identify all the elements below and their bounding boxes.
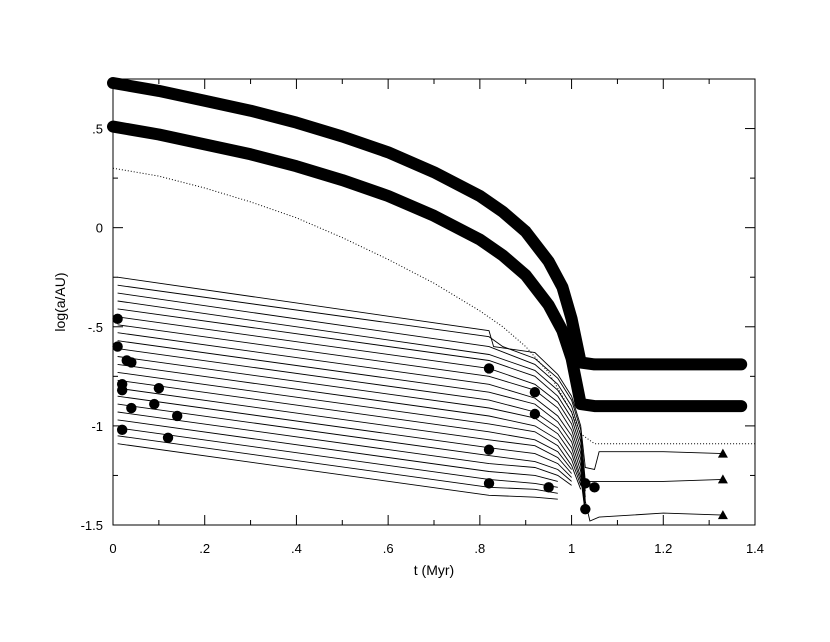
giant-planet-track: [107, 120, 748, 413]
final-marker: [717, 474, 728, 484]
x-tick-label: 0: [109, 541, 116, 556]
giant-planet-track: [107, 77, 748, 371]
collision-marker: [162, 432, 174, 443]
x-tick-label: 1.4: [746, 541, 764, 556]
y-tick-label: -1.5: [81, 518, 103, 533]
embryo-track: [117, 284, 723, 482]
collision-marker: [112, 313, 123, 325]
final-marker: [717, 448, 728, 458]
collision-marker: [580, 478, 591, 489]
embryo-track: [117, 427, 558, 488]
collision-marker: [126, 402, 137, 414]
x-tick-label: .8: [474, 541, 485, 556]
axis-ticks: [112, 78, 756, 526]
embryo-track: [117, 411, 572, 486]
embryo-track: [117, 340, 586, 514]
embryo-track: [117, 276, 723, 471]
collision-marker: [483, 444, 495, 455]
x-tick-label: 1.2: [654, 541, 672, 556]
embryo-track: [117, 443, 558, 500]
embryo-track: [117, 371, 582, 490]
y-tick-label: -1: [91, 419, 103, 434]
embryo-track: [117, 419, 558, 482]
embryo-track: [117, 332, 586, 510]
collision-marker: [116, 424, 128, 436]
embryo-track: [117, 300, 586, 486]
collision-marker: [126, 357, 137, 368]
y-tick-label: .5: [92, 122, 103, 137]
collision-marker: [543, 482, 554, 493]
embryo-track: [117, 292, 723, 522]
embryo-track: [117, 324, 586, 504]
embryo-track: [117, 348, 586, 514]
collision-marker: [149, 398, 160, 410]
embryo-track: [117, 308, 586, 492]
plot-area: [107, 77, 755, 522]
y-axis-label: log(a/AU): [52, 272, 68, 331]
final-marker: [717, 510, 728, 520]
collision-marker: [483, 363, 495, 374]
collision-marker: [116, 385, 128, 396]
collision-marker: [580, 503, 591, 515]
dotted-curve: [112, 167, 755, 445]
embryo-track: [117, 395, 572, 478]
axis-tick-labels: 0 .2 .4 .6 .8 1 1.2 1.4 .5 0 -.5 -1 -1.5: [81, 122, 764, 556]
collision-marker: [529, 408, 541, 420]
collision-marker: [589, 482, 600, 493]
collision-marker: [172, 410, 183, 422]
x-tick-label: .4: [291, 541, 302, 556]
embryo-track: [117, 379, 572, 470]
collision-marker: [529, 386, 541, 398]
embryo-track: [117, 363, 582, 486]
x-tick-label: .6: [383, 541, 394, 556]
y-tick-label: -.5: [88, 320, 103, 335]
x-tick-label: 1: [568, 541, 575, 556]
collision-marker: [153, 383, 165, 394]
y-tick-label: 0: [96, 221, 103, 236]
collision-marker: [483, 478, 495, 489]
embryo-track: [117, 387, 572, 474]
embryo-track: [117, 403, 572, 482]
embryo-track: [117, 356, 582, 482]
x-tick-label: .2: [199, 541, 210, 556]
collision-marker: [112, 341, 123, 352]
x-axis-label: t (Myr): [414, 562, 454, 578]
